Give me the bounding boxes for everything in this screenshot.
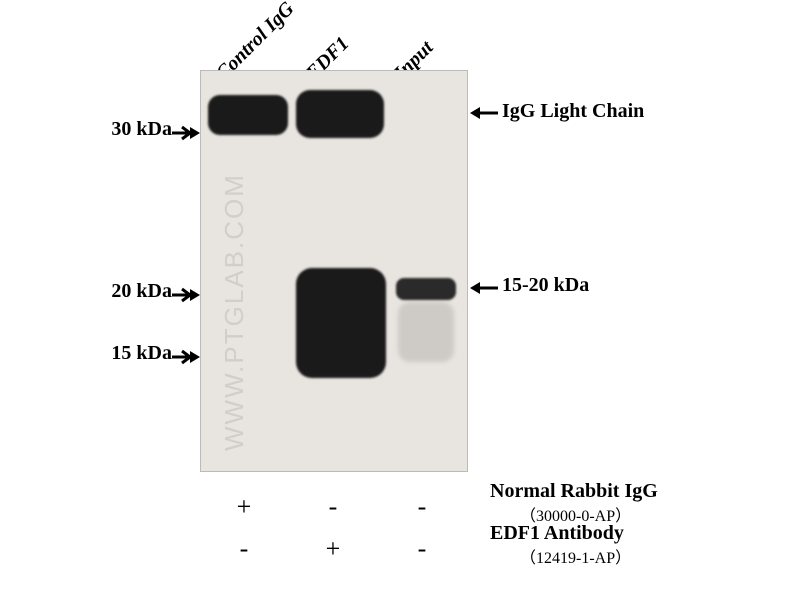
- watermark-text: WWW.PTGLAB.COM: [219, 173, 250, 451]
- band-lane1-igg-light: [208, 95, 288, 135]
- row2-antibody-label: EDF1 Antibody: [490, 522, 624, 545]
- arrow-left-icon: [470, 279, 498, 297]
- annotation-15-20kda: 15-20 kDa: [502, 274, 589, 297]
- arrow-right-icon: [172, 348, 200, 366]
- row1-antibody-label: Normal Rabbit IgG: [490, 480, 658, 503]
- band-lane2-edf1: [296, 268, 386, 378]
- arrow-right-icon: [172, 286, 200, 304]
- mw-label-20: 20 kDa: [82, 280, 172, 303]
- row2-lane3-value: -: [378, 534, 466, 564]
- row2-lane1-value: -: [200, 534, 288, 564]
- band-lane3-smear: [398, 302, 454, 362]
- row2-lane2-value: +: [289, 534, 377, 564]
- mw-label-30: 30 kDa: [82, 118, 172, 141]
- band-lane2-igg-light: [296, 90, 384, 138]
- band-lane3-edf1: [396, 278, 456, 300]
- figure-container: Control IgG EDF1 Input WWW.PTGLAB.COM 30…: [0, 0, 800, 600]
- row2-antibody-catalog: （12419-1-AP）: [520, 544, 631, 568]
- row1-lane1-value: +: [200, 492, 288, 522]
- arrow-right-icon: [172, 124, 200, 142]
- arrow-left-icon: [470, 104, 498, 122]
- annotation-igg-light-chain: IgG Light Chain: [502, 100, 644, 123]
- mw-label-15: 15 kDa: [82, 342, 172, 365]
- row1-lane2-value: -: [289, 492, 377, 522]
- row1-lane3-value: -: [378, 492, 466, 522]
